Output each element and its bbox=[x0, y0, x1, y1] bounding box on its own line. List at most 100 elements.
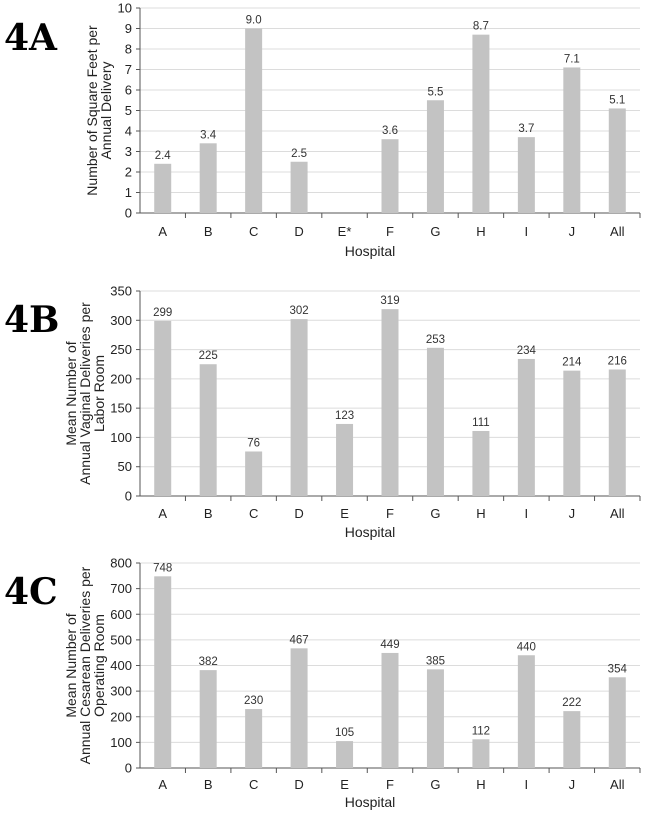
data-label: 2.4 bbox=[155, 150, 172, 162]
y-tick-label: 10 bbox=[118, 1, 132, 16]
data-label: 299 bbox=[153, 307, 172, 319]
y-axis-title-line: Annual Cesarean Deliveries per bbox=[77, 566, 93, 764]
x-tick-label: E bbox=[340, 506, 349, 521]
y-axis-title-line: Mean Number of bbox=[63, 341, 79, 445]
data-label: 302 bbox=[289, 305, 308, 317]
bar-g bbox=[426, 100, 444, 213]
x-tick-label: I bbox=[525, 224, 529, 239]
data-label: 111 bbox=[472, 417, 489, 429]
data-label: 7.1 bbox=[564, 53, 580, 65]
panel-label: 4C bbox=[4, 571, 58, 613]
bar-j bbox=[563, 370, 581, 496]
x-tick-label: D bbox=[294, 777, 303, 792]
bar-c bbox=[245, 28, 263, 213]
y-tick-label: 700 bbox=[110, 581, 132, 596]
x-axis-title: Hospital bbox=[345, 243, 396, 259]
x-tick-label: F bbox=[386, 224, 394, 239]
y-tick-label: 600 bbox=[110, 607, 132, 622]
y-tick-label: 0 bbox=[125, 761, 132, 776]
bar-b bbox=[199, 670, 217, 768]
x-tick-label: All bbox=[610, 506, 625, 521]
bar-f bbox=[381, 652, 399, 768]
bar-i bbox=[517, 358, 535, 496]
y-tick-label: 1 bbox=[125, 185, 132, 200]
x-tick-label: D bbox=[294, 224, 303, 239]
bar-f bbox=[381, 139, 399, 213]
x-tick-label: H bbox=[476, 506, 485, 521]
data-label: 9.0 bbox=[246, 15, 262, 27]
y-axis-title-line: Mean Number of bbox=[63, 613, 79, 717]
bar-j bbox=[563, 67, 581, 213]
x-tick-label: A bbox=[158, 506, 167, 521]
x-tick-label: B bbox=[204, 506, 213, 521]
y-tick-label: 0 bbox=[125, 489, 132, 504]
data-label: 449 bbox=[380, 639, 399, 651]
y-tick-label: 400 bbox=[110, 658, 132, 673]
y-tick-label: 800 bbox=[110, 556, 132, 571]
x-tick-label: All bbox=[610, 224, 625, 239]
x-tick-label: C bbox=[249, 224, 258, 239]
x-tick-label: I bbox=[525, 777, 529, 792]
chart-panel-4b: 4B 0 50 100 150 200 250 300 350 299 A 225 B 76 C 302 D 12… bbox=[4, 284, 641, 540]
x-tick-label: G bbox=[430, 224, 440, 239]
x-tick-label: C bbox=[249, 777, 258, 792]
data-label: 748 bbox=[153, 562, 172, 574]
x-tick-label: J bbox=[569, 506, 576, 521]
data-label: 467 bbox=[289, 634, 308, 646]
y-tick-label: 350 bbox=[110, 284, 132, 299]
y-axis-title: Mean Number ofAnnual Cesarean Deliveries… bbox=[63, 566, 107, 764]
data-label: 8.7 bbox=[473, 21, 489, 33]
y-tick-label: 150 bbox=[110, 401, 132, 416]
x-tick-label: A bbox=[158, 777, 167, 792]
bar-g bbox=[426, 347, 444, 496]
bar-all bbox=[608, 108, 626, 213]
bar-e bbox=[336, 741, 354, 768]
panel-label: 4B bbox=[4, 299, 59, 341]
y-tick-label: 100 bbox=[110, 430, 132, 445]
bar-h bbox=[472, 739, 490, 768]
x-tick-label: J bbox=[569, 777, 576, 792]
x-tick-label: B bbox=[204, 777, 213, 792]
data-label: 3.6 bbox=[382, 125, 398, 137]
y-tick-label: 0 bbox=[125, 206, 132, 221]
y-axis-title-line: Annual Vaginal Deliveries per bbox=[77, 302, 93, 485]
bar-g bbox=[426, 669, 444, 768]
bar-a bbox=[154, 163, 172, 213]
y-axis-title-line: Number of Square Feet per bbox=[84, 25, 100, 196]
bar-f bbox=[381, 309, 399, 496]
y-axis-title: Number of Square Feet perAnnual Delivery bbox=[84, 25, 114, 196]
data-label: 440 bbox=[517, 641, 536, 653]
panel-label: 4A bbox=[4, 17, 58, 59]
x-tick-label: I bbox=[525, 506, 529, 521]
x-tick-label: G bbox=[430, 777, 440, 792]
bar-e bbox=[336, 423, 354, 496]
x-tick-label: B bbox=[204, 224, 213, 239]
data-label: 234 bbox=[517, 345, 537, 357]
data-label: 230 bbox=[244, 695, 263, 707]
y-tick-label: 2 bbox=[125, 165, 132, 180]
data-label: 253 bbox=[426, 334, 445, 346]
x-tick-label: H bbox=[476, 777, 485, 792]
y-axis-title-line: Annual Delivery bbox=[98, 61, 114, 159]
chart-panel-4a: 4A 0 1 2 3 4 5 6 7 8 9 10 2.4 A 3.4 B 9.0 C 2.5 D E* 3.6 F 5.5 G… bbox=[4, 1, 641, 259]
x-tick-label: G bbox=[430, 506, 440, 521]
y-axis-title-line: Operating Room bbox=[91, 614, 107, 717]
data-label: 5.5 bbox=[427, 86, 443, 98]
y-axis-title: Mean Number ofAnnual Vaginal Deliveries … bbox=[63, 302, 107, 485]
y-tick-label: 6 bbox=[125, 83, 132, 98]
data-label: 216 bbox=[608, 355, 627, 367]
bar-all bbox=[608, 369, 626, 496]
y-tick-label: 300 bbox=[110, 684, 132, 699]
x-axis-title: Hospital bbox=[345, 794, 396, 810]
y-tick-label: 7 bbox=[125, 62, 132, 77]
chart-panel-4c: 4C 0 100 200 300 400 500 600 700 800 748 A 382 B 230 C 4… bbox=[4, 556, 641, 810]
data-label: 385 bbox=[426, 655, 445, 667]
bar-i bbox=[517, 137, 535, 213]
data-label: 76 bbox=[247, 437, 260, 449]
x-tick-label: C bbox=[249, 506, 258, 521]
x-tick-label: J bbox=[569, 224, 576, 239]
data-label: 319 bbox=[380, 295, 399, 307]
bar-c bbox=[245, 451, 263, 496]
bar-b bbox=[199, 143, 217, 213]
